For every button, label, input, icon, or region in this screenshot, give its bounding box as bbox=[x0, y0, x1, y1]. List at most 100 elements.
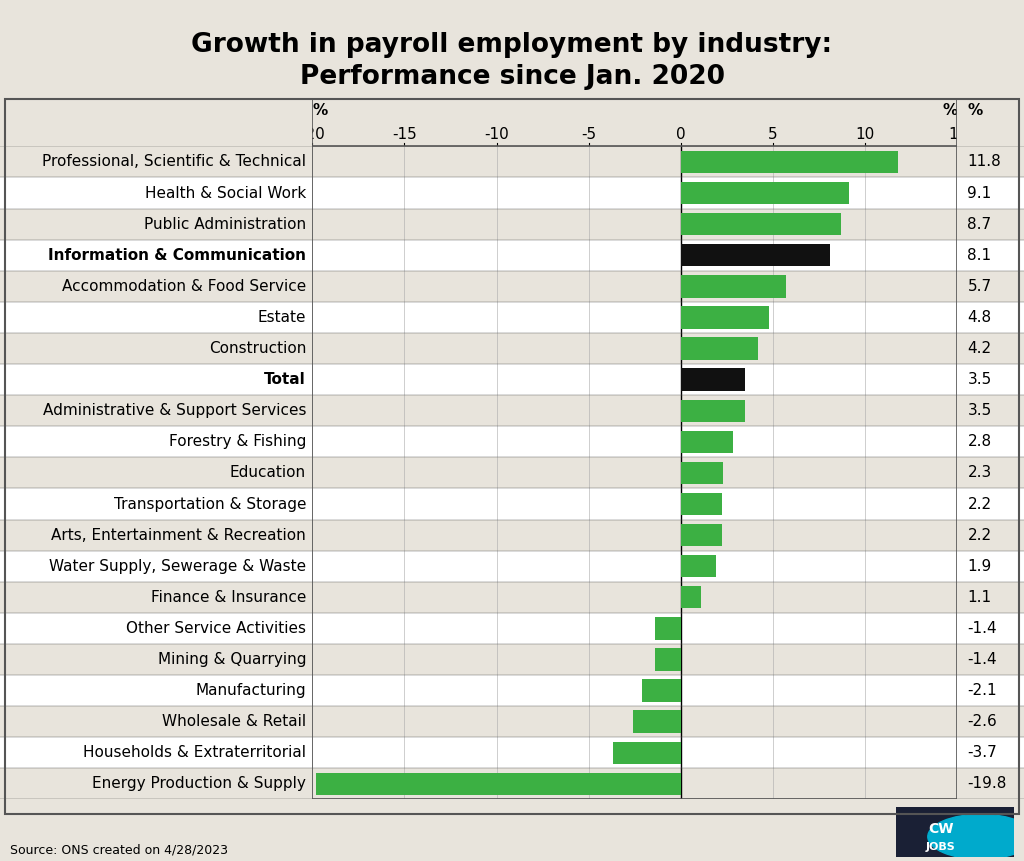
Bar bbox=[681, 586, 701, 609]
Text: Accommodation & Food Service: Accommodation & Food Service bbox=[61, 279, 306, 294]
Bar bbox=[312, 519, 957, 551]
Bar bbox=[312, 457, 957, 488]
Bar bbox=[0, 302, 312, 333]
Bar bbox=[312, 706, 957, 737]
Bar bbox=[0, 706, 312, 737]
Text: 4.2: 4.2 bbox=[968, 341, 991, 356]
Bar bbox=[681, 213, 842, 235]
Bar bbox=[681, 338, 759, 360]
Bar bbox=[681, 555, 716, 578]
Bar bbox=[312, 768, 957, 799]
Bar bbox=[0, 551, 312, 582]
Text: 4.8: 4.8 bbox=[968, 310, 991, 325]
Text: %: % bbox=[968, 103, 983, 118]
Bar bbox=[312, 177, 957, 208]
Text: -19.8: -19.8 bbox=[968, 777, 1007, 791]
Bar bbox=[655, 617, 681, 640]
Text: 5.7: 5.7 bbox=[968, 279, 991, 294]
Text: -1.4: -1.4 bbox=[968, 621, 997, 636]
Bar bbox=[312, 364, 957, 395]
Bar bbox=[312, 146, 957, 177]
Text: Manufacturing: Manufacturing bbox=[196, 683, 306, 698]
Bar bbox=[957, 582, 1024, 613]
Text: 2.2: 2.2 bbox=[968, 528, 991, 542]
Bar bbox=[957, 239, 1024, 270]
Bar bbox=[681, 244, 830, 266]
Bar bbox=[312, 582, 957, 613]
Text: Administrative & Support Services: Administrative & Support Services bbox=[43, 403, 306, 418]
Text: 0: 0 bbox=[676, 127, 686, 141]
Bar bbox=[0, 644, 312, 675]
Bar bbox=[681, 151, 898, 173]
Text: Water Supply, Sewerage & Waste: Water Supply, Sewerage & Waste bbox=[49, 559, 306, 573]
Text: Information & Communication: Information & Communication bbox=[48, 248, 306, 263]
Text: 2.3: 2.3 bbox=[968, 466, 991, 480]
Bar bbox=[0, 488, 312, 519]
Bar bbox=[681, 369, 745, 391]
Bar bbox=[312, 302, 957, 333]
Bar bbox=[681, 182, 849, 204]
Bar bbox=[681, 430, 732, 453]
Bar bbox=[957, 675, 1024, 706]
Bar bbox=[957, 706, 1024, 737]
Text: 1.1: 1.1 bbox=[968, 590, 991, 604]
Text: -15: -15 bbox=[392, 127, 417, 141]
Text: CW: CW bbox=[928, 822, 953, 836]
Text: Education: Education bbox=[230, 466, 306, 480]
Bar bbox=[957, 551, 1024, 582]
Text: Finance & Insurance: Finance & Insurance bbox=[151, 590, 306, 604]
Text: Construction: Construction bbox=[209, 341, 306, 356]
Bar bbox=[957, 364, 1024, 395]
Text: 2.8: 2.8 bbox=[968, 434, 991, 449]
Text: 9.1: 9.1 bbox=[968, 185, 991, 201]
Bar bbox=[957, 177, 1024, 208]
Text: Forestry & Fishing: Forestry & Fishing bbox=[169, 434, 306, 449]
Bar bbox=[312, 737, 957, 768]
Bar bbox=[312, 613, 957, 644]
Text: -5: -5 bbox=[582, 127, 596, 141]
Text: Transportation & Storage: Transportation & Storage bbox=[114, 497, 306, 511]
Bar bbox=[957, 302, 1024, 333]
Text: 15: 15 bbox=[948, 127, 967, 141]
Bar bbox=[642, 679, 681, 702]
Bar bbox=[316, 772, 681, 795]
Bar bbox=[957, 146, 1024, 177]
Bar bbox=[312, 395, 957, 426]
Bar bbox=[633, 710, 681, 733]
Bar bbox=[957, 426, 1024, 457]
Bar bbox=[681, 461, 723, 484]
Text: Estate: Estate bbox=[258, 310, 306, 325]
Text: %: % bbox=[312, 103, 328, 118]
Bar bbox=[312, 488, 957, 519]
Bar bbox=[312, 644, 957, 675]
Bar bbox=[957, 613, 1024, 644]
Bar bbox=[0, 768, 312, 799]
Text: Growth in payroll employment by industry:
Performance since Jan. 2020: Growth in payroll employment by industry… bbox=[191, 33, 833, 90]
Text: 11.8: 11.8 bbox=[968, 154, 1001, 170]
Text: Total: Total bbox=[264, 372, 306, 387]
Bar bbox=[312, 270, 957, 302]
Text: 8.1: 8.1 bbox=[968, 248, 991, 263]
Text: -2.6: -2.6 bbox=[968, 714, 997, 729]
Bar bbox=[957, 395, 1024, 426]
Bar bbox=[681, 400, 745, 422]
Bar bbox=[957, 519, 1024, 551]
Circle shape bbox=[928, 815, 1024, 859]
Text: 2.2: 2.2 bbox=[968, 497, 991, 511]
Text: 8.7: 8.7 bbox=[968, 217, 991, 232]
Text: 1.9: 1.9 bbox=[968, 559, 991, 573]
Bar bbox=[312, 99, 957, 146]
Text: Energy Production & Supply: Energy Production & Supply bbox=[92, 777, 306, 791]
Bar bbox=[612, 741, 681, 764]
Text: Wholesale & Retail: Wholesale & Retail bbox=[162, 714, 306, 729]
Text: -1.4: -1.4 bbox=[968, 652, 997, 667]
Bar bbox=[957, 644, 1024, 675]
Text: 3.5: 3.5 bbox=[968, 403, 991, 418]
Text: 3.5: 3.5 bbox=[968, 372, 991, 387]
Bar bbox=[0, 582, 312, 613]
Bar bbox=[957, 488, 1024, 519]
Bar bbox=[0, 675, 312, 706]
Bar bbox=[0, 426, 312, 457]
Text: Other Service Activities: Other Service Activities bbox=[126, 621, 306, 636]
Text: -20: -20 bbox=[300, 127, 325, 141]
